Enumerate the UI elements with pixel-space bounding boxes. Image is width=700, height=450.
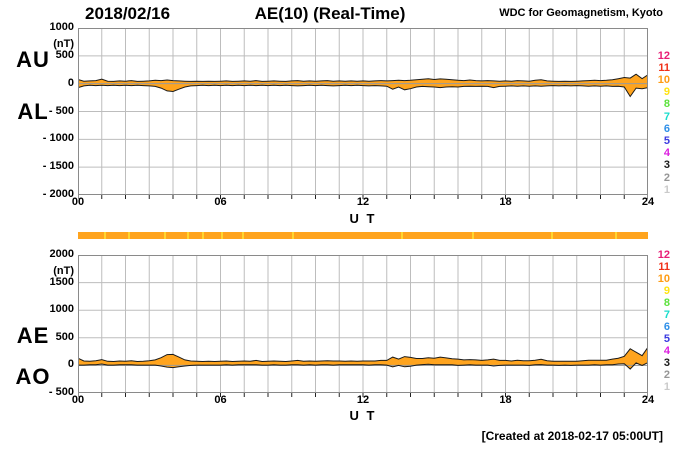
au-series-label: AU — [16, 47, 50, 72]
y-tick-label: - 1500 — [42, 160, 74, 173]
station-count-6: 6 — [663, 321, 670, 333]
x-tick-label: 18 — [499, 196, 512, 208]
station-count-8: 8 — [663, 297, 670, 309]
y-tick-label: - 1000 — [42, 132, 74, 145]
station-count-10: 10 — [657, 73, 670, 86]
credit-label: WDC for Geomagnetism, Kyoto — [499, 7, 663, 19]
y-tick-label: 0 — [67, 76, 74, 89]
station-count-7: 7 — [663, 309, 670, 321]
y-tick-label: 1000 — [49, 21, 74, 33]
ut-axis-title-bottom: U T — [349, 408, 377, 423]
y-tick-label: 1500 — [49, 275, 74, 288]
y-tick-label: 0 — [67, 358, 74, 371]
ae-ao-chart — [78, 255, 648, 397]
availability-segment-separator — [614, 232, 617, 239]
station-count-2: 2 — [663, 171, 670, 184]
ut-axis-title-top: U T — [349, 211, 377, 226]
y-tick-label: 1000 — [49, 303, 74, 316]
station-count-7: 7 — [663, 110, 670, 123]
x-tick-label: 24 — [641, 394, 655, 406]
station-count-11: 11 — [658, 261, 670, 273]
x-tick-label: 18 — [499, 394, 512, 406]
y-axis-unit: (nT) — [53, 265, 74, 277]
station-count-4: 4 — [663, 345, 670, 357]
availability-segment-separator — [291, 232, 294, 239]
availability-segment-separator — [127, 232, 130, 239]
ae-series-label: AE — [16, 323, 50, 348]
al-series-label: AL — [17, 99, 49, 124]
y-tick-label: - 2000 — [42, 188, 74, 200]
availability-segment-separator — [472, 232, 475, 239]
availability-segment-separator — [220, 232, 223, 239]
station-count-9: 9 — [663, 285, 670, 297]
created-timestamp: [Created at 2018-02-17 05:00UT] — [481, 429, 663, 443]
y-tick-label: 2000 — [49, 248, 74, 260]
x-tick-label: 06 — [214, 394, 227, 406]
data-availability-bar — [78, 232, 648, 239]
ao-series-label: AO — [15, 364, 51, 389]
plot-title: AE(10) (Real-Time) — [254, 4, 406, 23]
au-al-chart — [78, 28, 648, 199]
y-tick-label: 500 — [55, 330, 74, 343]
x-tick-label: 00 — [71, 394, 85, 406]
station-count-6: 6 — [663, 122, 670, 135]
availability-segment-separator — [401, 232, 403, 239]
availability-segment-separator — [550, 232, 553, 239]
station-count-12: 12 — [657, 249, 670, 261]
station-count-3: 3 — [663, 357, 670, 369]
station-count-4: 4 — [663, 147, 670, 160]
availability-segment-separator — [163, 232, 166, 239]
station-count-11: 11 — [658, 61, 670, 74]
availability-segment-separator — [187, 232, 190, 239]
station-count-3: 3 — [663, 159, 670, 172]
availability-segment-separator — [201, 232, 204, 239]
station-count-5: 5 — [663, 333, 670, 345]
station-count-5: 5 — [663, 134, 670, 147]
station-count-9: 9 — [663, 86, 670, 99]
station-count-1: 1 — [663, 381, 670, 393]
availability-segment-separator — [241, 232, 244, 239]
x-tick-label: 24 — [641, 196, 655, 208]
x-tick-label: 12 — [356, 196, 370, 208]
station-count-2: 2 — [663, 369, 670, 381]
station-count-1: 1 — [663, 183, 670, 196]
y-tick-label: 500 — [55, 48, 74, 61]
plot-date: 2018/02/16 — [85, 4, 171, 23]
x-tick-label: 00 — [71, 196, 85, 208]
station-count-12: 12 — [657, 49, 670, 62]
y-tick-label: - 500 — [48, 104, 74, 117]
availability-segment-separator — [104, 232, 107, 239]
x-tick-label: 12 — [356, 394, 370, 406]
y-axis-unit: (nT) — [53, 38, 74, 50]
station-count-8: 8 — [663, 98, 670, 111]
x-tick-label: 06 — [214, 196, 227, 208]
station-count-10: 10 — [657, 273, 670, 285]
y-tick-label: - 500 — [48, 386, 74, 398]
